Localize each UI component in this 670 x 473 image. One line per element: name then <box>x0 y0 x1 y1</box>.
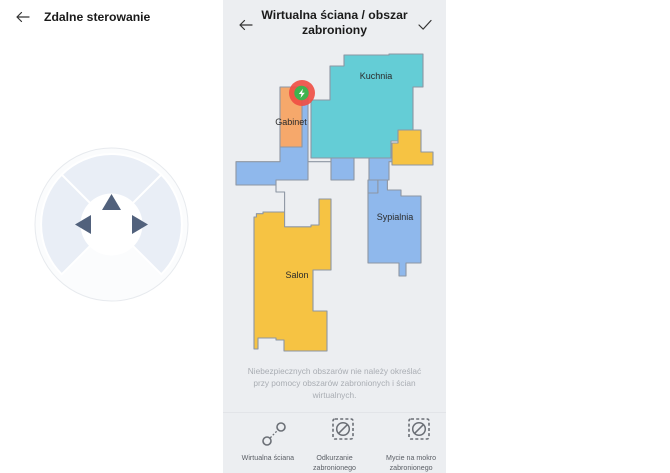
svg-text:Salon: Salon <box>285 270 308 280</box>
svg-text:przy pomocy obszarów zabronion: przy pomocy obszarów zabronionych i ścia… <box>253 378 416 388</box>
svg-text:wirtualnych.: wirtualnych. <box>312 390 357 400</box>
svg-text:Kuchnia: Kuchnia <box>360 71 393 81</box>
svg-text:Niebezpiecznych obszarów nie n: Niebezpiecznych obszarów nie należy okre… <box>248 366 421 376</box>
svg-text:Gabinet: Gabinet <box>275 117 307 127</box>
svg-text:Sypialnia: Sypialnia <box>377 212 414 222</box>
